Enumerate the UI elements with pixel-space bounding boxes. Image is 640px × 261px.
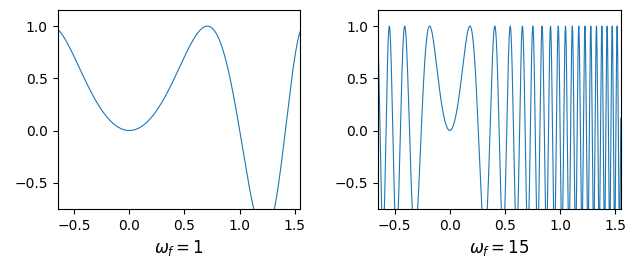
X-axis label: $\omega_f=1$: $\omega_f=1$ (154, 238, 204, 258)
X-axis label: $\omega_f=15$: $\omega_f=15$ (469, 238, 530, 258)
